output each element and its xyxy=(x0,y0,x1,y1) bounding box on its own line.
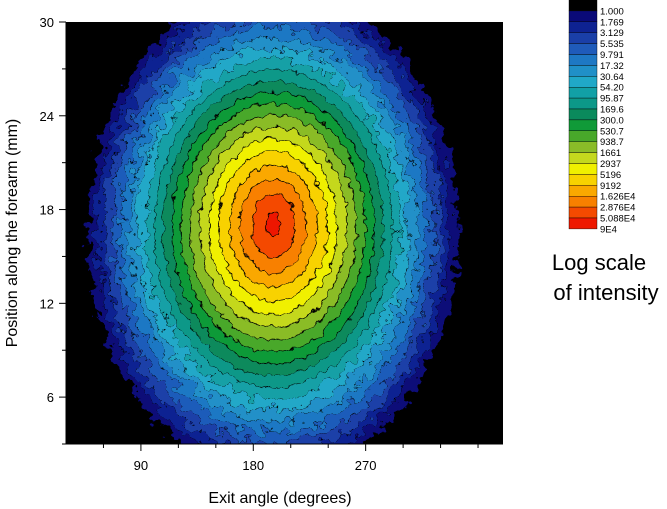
colorbar-swatch xyxy=(568,130,598,142)
colorbar-level-label: 9192 xyxy=(600,181,621,192)
colorbar-swatch xyxy=(568,119,598,132)
colorbar-swatch xyxy=(568,0,598,12)
colorbar-swatch xyxy=(568,86,598,99)
y-tick-label: 12 xyxy=(40,296,54,311)
colorbar-swatch xyxy=(568,141,598,153)
colorbar-level-label: 1.769 xyxy=(600,17,624,28)
colorbar-swatch xyxy=(568,206,598,219)
colorbar-level-label: 1.000 xyxy=(600,6,624,17)
colorbar-level-label: 3.129 xyxy=(600,28,624,39)
colorbar-swatch xyxy=(568,185,598,197)
colorbar-level-label: 54.20 xyxy=(600,83,624,94)
y-tick-label: 30 xyxy=(40,15,54,30)
colorbar-level-label: 530.7 xyxy=(600,126,624,137)
colorbar-legend: 1.0001.7693.1295.5359.79117.3230.6454.20… xyxy=(568,0,635,235)
axes xyxy=(65,22,503,445)
x-tick-label: 90 xyxy=(134,458,148,473)
x-tick-label: 180 xyxy=(242,458,264,473)
colorbar-level-label: 2937 xyxy=(600,159,621,170)
colorbar-swatch xyxy=(568,174,598,186)
contour-band-20 xyxy=(265,211,281,239)
colorbar-swatch xyxy=(568,54,598,66)
y-ticks: 6 12 18 24 30 xyxy=(40,15,66,445)
colorbar-level-label: 300.0 xyxy=(600,115,624,126)
colorbar-swatch xyxy=(568,217,598,230)
colorbar-level-label: 169.6 xyxy=(600,105,624,116)
colorbar-swatch xyxy=(568,21,598,33)
y-tick-label: 6 xyxy=(47,390,54,405)
colorbar-level-label: 1661 xyxy=(600,148,621,159)
colorbar-level-label: 2.876E4 xyxy=(600,203,635,214)
colorbar-swatch xyxy=(568,195,598,208)
colorbar-level-label: 9E4 xyxy=(600,224,617,235)
x-axis-title: Exit angle (degrees) xyxy=(208,490,351,507)
colorbar-level-label: 30.64 xyxy=(600,72,624,83)
colorbar-level-label: 5.535 xyxy=(600,39,624,50)
y-tick-label: 18 xyxy=(40,203,54,218)
y-tick-label: 24 xyxy=(40,109,54,124)
colorbar-swatch xyxy=(568,43,598,55)
colorbar-level-label: 17.32 xyxy=(600,61,624,72)
contour-layers xyxy=(88,22,459,444)
colorbar-swatch xyxy=(568,65,598,77)
colorbar-swatch xyxy=(568,32,598,44)
colorbar-level-label: 938.7 xyxy=(600,137,624,148)
x-tick-label: 270 xyxy=(355,458,377,473)
y-axis-title: Position along the forearm (mm) xyxy=(4,119,21,348)
colorbar-swatch xyxy=(568,163,598,175)
colorbar-level-label: 95.87 xyxy=(600,94,624,105)
x-ticks: 90 180 270 xyxy=(102,444,479,473)
colorbar-level-label: 5196 xyxy=(600,170,621,181)
colorbar-swatch xyxy=(568,108,598,121)
colorbar-swatch xyxy=(568,10,598,22)
colorbar-level-label: 5.088E4 xyxy=(600,214,635,225)
colorbar-level-label: 1.626E4 xyxy=(600,192,635,203)
colorbar-swatch xyxy=(568,152,598,164)
legend-title-line-1: Log scale xyxy=(552,250,646,275)
legend-title-line-2: of intensity xyxy=(553,280,658,305)
colorbar-swatch xyxy=(568,76,598,88)
colorbar-level-label: 9.791 xyxy=(600,50,624,61)
colorbar-swatch xyxy=(568,97,598,110)
